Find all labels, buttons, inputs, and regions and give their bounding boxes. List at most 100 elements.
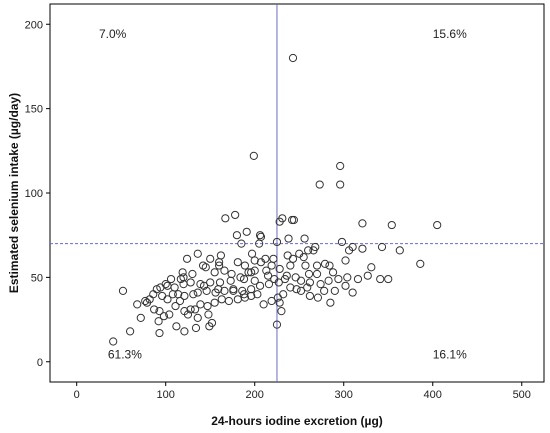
data-point [334, 274, 343, 284]
data-point [312, 269, 322, 279]
data-points [109, 53, 442, 346]
data-point [292, 285, 301, 294]
data-point [221, 214, 230, 223]
data-point [126, 327, 135, 336]
data-point [325, 261, 334, 270]
data-point [163, 295, 172, 304]
data-point [304, 269, 314, 279]
data-point [220, 286, 229, 295]
data-point [348, 242, 357, 252]
x-tick-label: 200 [246, 389, 264, 401]
data-point [180, 291, 189, 301]
data-point [232, 231, 242, 240]
data-point [315, 180, 324, 189]
data-point [150, 305, 159, 314]
data-point [376, 274, 385, 284]
data-point [237, 239, 246, 248]
y-tick-label: 100 [25, 188, 43, 200]
x-axis-ticks: 0 100 200 300 400 500 [74, 382, 531, 401]
data-point [244, 268, 253, 277]
data-point [196, 300, 205, 309]
data-point [336, 161, 345, 171]
data-point [300, 234, 309, 243]
quadrant-label: 16.1% [433, 347, 467, 361]
data-point [377, 242, 387, 252]
data-point [316, 280, 325, 289]
data-point [304, 246, 313, 255]
x-tick-label: 100 [157, 389, 175, 401]
data-point [206, 278, 215, 287]
x-tick-label: 0 [74, 389, 80, 401]
data-point [272, 237, 282, 247]
data-point [309, 246, 318, 255]
data-point [367, 263, 376, 272]
data-point [320, 259, 330, 268]
data-point [328, 268, 338, 277]
data-point [165, 310, 174, 319]
data-point [299, 253, 308, 262]
data-point [255, 239, 264, 248]
data-point [193, 288, 202, 297]
data-point [387, 220, 396, 230]
data-point [155, 328, 164, 338]
y-tick-label: 150 [25, 104, 43, 116]
data-point [384, 274, 393, 284]
data-point [217, 295, 226, 304]
data-point [136, 313, 145, 322]
data-point [286, 283, 295, 292]
data-point [204, 310, 213, 319]
data-point [272, 320, 282, 329]
data-point [250, 276, 259, 285]
data-point [358, 244, 367, 253]
data-point [270, 274, 279, 284]
data-point [242, 227, 251, 236]
data-point [320, 286, 329, 295]
data-point [205, 322, 214, 331]
data-point [395, 246, 404, 255]
data-point [220, 266, 229, 275]
data-point [305, 278, 315, 287]
data-point [233, 295, 242, 304]
data-point [288, 53, 298, 63]
data-point [303, 283, 312, 292]
data-point [168, 290, 177, 299]
quadrant-label: 15.6% [433, 27, 467, 41]
data-point [154, 317, 163, 326]
data-point [214, 285, 223, 294]
data-point [239, 290, 249, 299]
data-point [175, 296, 185, 306]
data-point [171, 301, 180, 311]
data-point [233, 258, 242, 267]
data-point [267, 261, 276, 270]
data-point [215, 261, 224, 270]
data-point [141, 296, 150, 306]
data-point [189, 290, 198, 299]
quadrant-label: 7.0% [99, 27, 127, 41]
data-point [190, 305, 200, 314]
data-point [341, 281, 350, 290]
data-point [186, 305, 195, 314]
data-point [261, 254, 270, 263]
quadrant-labels: 7.0% 15.6% 61.3% 16.1% [99, 27, 467, 362]
data-point [275, 264, 284, 274]
data-point [249, 151, 258, 160]
data-point [288, 215, 297, 225]
y-tick-label: 50 [31, 272, 43, 284]
data-point [264, 280, 274, 289]
data-point [259, 300, 268, 309]
x-axis-label: 24-hours iodine excretion (µg) [211, 414, 383, 428]
data-point [263, 271, 273, 280]
data-point [229, 286, 238, 295]
data-point [166, 274, 176, 284]
data-point [273, 293, 282, 302]
data-point [267, 296, 276, 306]
data-point [109, 337, 118, 346]
data-point [416, 259, 425, 268]
data-point [341, 256, 350, 265]
data-point [215, 258, 224, 267]
data-point [262, 266, 271, 275]
x-tick-label: 400 [424, 389, 442, 401]
reference-lines [50, 4, 544, 382]
data-point [183, 310, 193, 319]
data-point [330, 286, 339, 295]
